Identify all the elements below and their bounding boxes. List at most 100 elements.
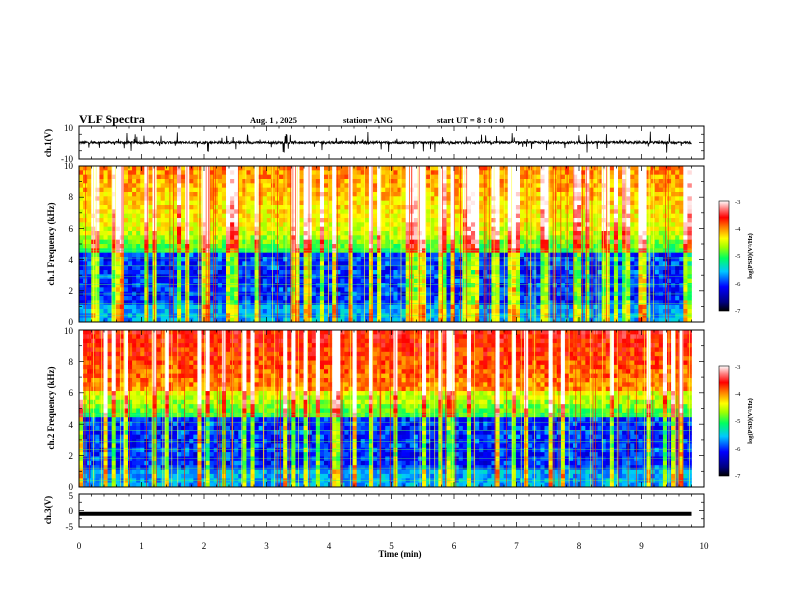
spectrogram-cell: [193, 205, 198, 210]
spectrogram-cell: [471, 244, 476, 249]
spectrogram-cell: [683, 257, 688, 262]
spectrogram-cell: [283, 257, 288, 262]
spectrogram-cell: [405, 261, 411, 267]
spectrogram-cell: [573, 283, 578, 288]
spectrogram-cell: [324, 192, 329, 197]
spectrogram-cell: [238, 166, 243, 171]
spectrogram-cell: [111, 170, 117, 176]
spectrogram-cell: [172, 231, 178, 236]
spectrogram-cell: [642, 213, 647, 219]
spectrogram-cell: [242, 296, 247, 301]
spectrogram-cell: [683, 231, 688, 236]
spectrogram-cell: [650, 300, 656, 306]
spectrogram-cell: [111, 205, 117, 210]
spectrogram-cell: [438, 278, 443, 284]
spectrogram-cell: [205, 270, 211, 275]
spectrogram-cell: [618, 287, 623, 293]
spectrogram-cell: [226, 226, 231, 232]
spectrogram-cell: [471, 200, 476, 206]
spectrogram-cell: [352, 166, 358, 171]
spectrogram-cell: [279, 304, 284, 310]
spectrogram-cell: [495, 196, 500, 202]
spectrogram-cell: [556, 218, 562, 223]
spectrogram-cell: [675, 252, 680, 258]
spectrogram-cell: [434, 296, 439, 301]
spectrogram-cell: [156, 179, 162, 184]
spectrogram-cell: [172, 261, 178, 267]
spectrogram-cell: [336, 265, 341, 271]
spectrogram-cell: [654, 257, 660, 262]
spectrogram-cell: [683, 244, 688, 249]
spectrogram-cell: [597, 196, 603, 202]
spectrogram-cell: [303, 287, 309, 293]
spectrogram-cell: [258, 300, 264, 306]
spectrogram-cell: [679, 205, 684, 210]
spectrogram-cell: [683, 183, 688, 189]
spectrogram-cell: [177, 213, 182, 219]
spectrogram-cell: [340, 179, 345, 184]
spectrogram-cell: [315, 200, 321, 206]
spectrogram-cell: [475, 265, 480, 271]
spectrogram-cell: [544, 235, 549, 241]
spectrogram-cell: [140, 261, 145, 267]
spectrogram-cell: [185, 209, 190, 215]
spectrogram-cell: [332, 283, 337, 288]
spectrogram-cell: [258, 196, 264, 202]
spectrogram-cell: [675, 283, 680, 288]
spectrogram-cell: [618, 252, 623, 258]
spectrogram-cell: [556, 231, 562, 236]
spectrogram-cell: [622, 296, 627, 301]
spectrogram-cell: [189, 261, 194, 267]
spectrogram-cell: [475, 192, 480, 197]
spectrogram-cell: [262, 296, 268, 301]
spectrogram-cell: [136, 192, 141, 197]
spectrogram-cell: [552, 226, 558, 232]
spectrogram-cell: [209, 213, 215, 219]
spectrogram-cell: [303, 261, 309, 267]
spectrogram-cell: [499, 174, 505, 180]
spectrogram-cell: [430, 235, 435, 241]
spectrogram-cell: [132, 196, 137, 202]
spectrogram-cell: [319, 200, 325, 206]
spectrogram-cell: [585, 244, 590, 249]
spectrogram-cell: [450, 261, 456, 267]
spectrogram-cell: [687, 170, 692, 176]
spectrogram-cell: [381, 270, 386, 275]
spectrogram-cell: [364, 196, 370, 202]
spectrogram-cell: [348, 209, 353, 215]
spectrogram-cell: [442, 283, 447, 288]
spectrogram-cell: [332, 179, 337, 184]
spectrogram-cell: [454, 235, 460, 241]
spectrogram-cell: [156, 222, 162, 228]
spectrogram-cell: [683, 265, 688, 271]
spectrogram-cell: [123, 187, 129, 193]
spectrogram-cell: [328, 170, 333, 176]
spectrogram-cell: [426, 209, 431, 215]
spectrogram-cell: [181, 226, 186, 232]
spectrogram-cell: [140, 179, 145, 184]
spectrogram-cell: [511, 166, 517, 171]
spectrogram-cell: [205, 287, 211, 293]
spectrogram-cell: [479, 300, 484, 306]
spectrogram-cell: [654, 244, 660, 249]
spectrogram-cell: [642, 231, 647, 236]
spectrogram-cell: [471, 183, 476, 189]
spectrogram-cell: [315, 261, 321, 267]
spectrogram-cell: [168, 235, 174, 241]
spectrogram-cell: [573, 209, 578, 215]
spectrogram-cell: [291, 235, 296, 241]
spectrogram-cell: [630, 187, 635, 193]
spectrogram-cell: [577, 196, 582, 202]
spectrogram-cell: [499, 179, 505, 184]
spectrogram-cell: [377, 261, 382, 267]
spectrogram-cell: [266, 179, 272, 184]
spectrogram-cell: [654, 248, 660, 254]
spectrogram-cell: [573, 200, 578, 206]
spectrogram-cell: [291, 278, 296, 284]
spectrogram-cell: [675, 170, 680, 176]
spectrogram-cell: [250, 179, 255, 184]
spectrogram-cell: [483, 296, 488, 301]
spectrogram-cell: [368, 170, 374, 176]
spectrogram-cell: [450, 300, 456, 306]
spectrogram-cell: [622, 192, 627, 197]
